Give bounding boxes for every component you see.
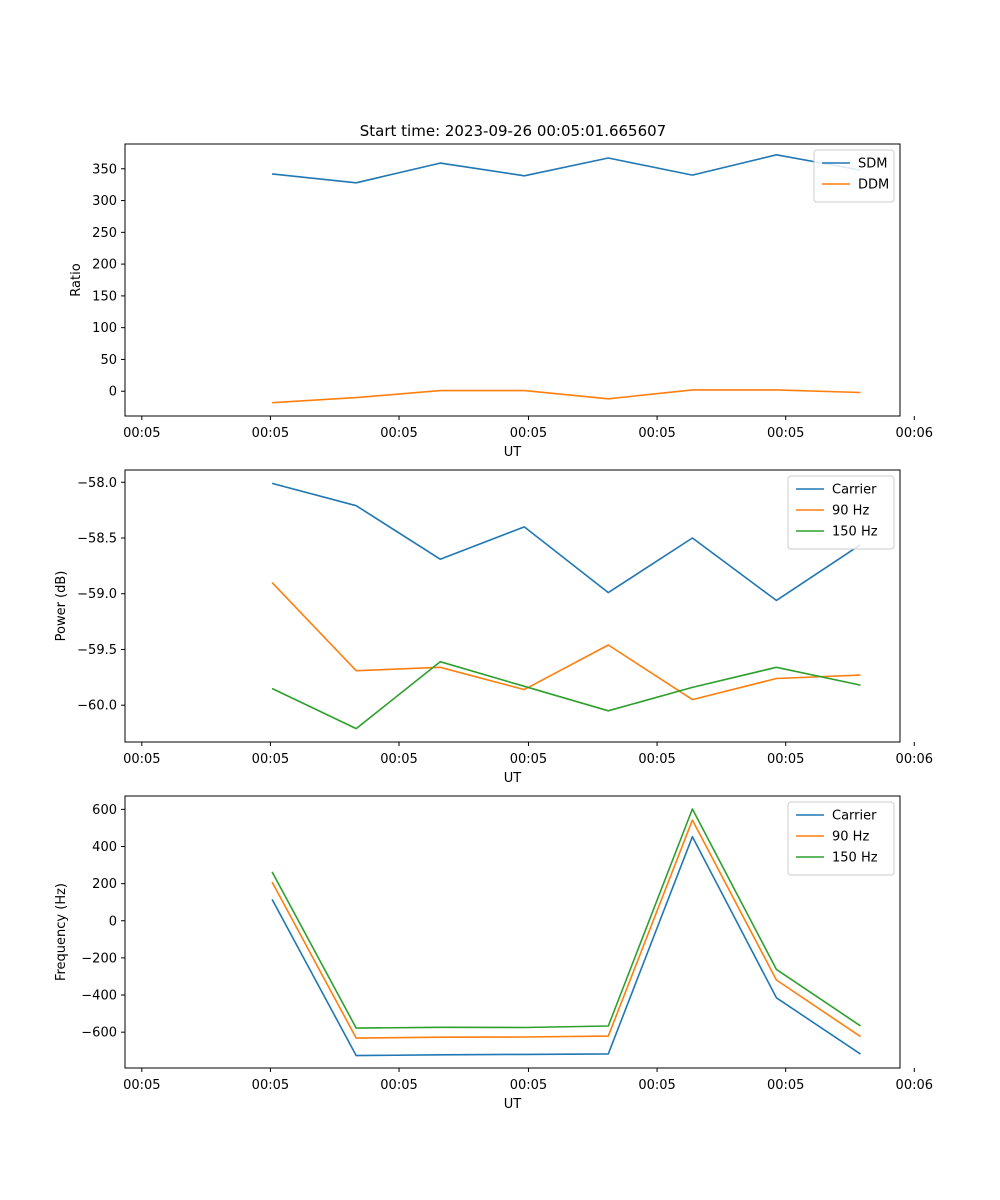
y-tick-label: −400 — [81, 989, 117, 1004]
y-axis-label: Power (dB) — [54, 571, 69, 642]
x-tick-label: 00:05 — [123, 752, 160, 767]
x-axis-label: UT — [504, 771, 522, 786]
legend: Carrier 90 Hz 150 Hz — [787, 801, 895, 876]
y-tick-label: 100 — [92, 321, 117, 336]
y-axis-label: Frequency (Hz) — [54, 883, 69, 981]
plots-container: 00:05 00:05 00:05 00:05 00:05 00:05 00:06 0 50 10… — [54, 143, 933, 1112]
legend-label: 90 Hz — [832, 830, 869, 845]
y-tick-label: −58.0 — [77, 476, 117, 491]
series-line-carrier — [271, 835, 861, 1057]
plot-3: 00:05 00:05 00:05 00:05 00:05 00:05 00:06 −600 −… — [54, 795, 933, 1112]
y-tick-label: −59.0 — [77, 587, 117, 602]
x-tick-label: 00:05 — [380, 752, 417, 767]
plot-2: 00:05 00:05 00:05 00:05 00:05 00:05 00:06 −60.0… — [54, 469, 933, 786]
y-tick-label: 50 — [100, 353, 117, 368]
x-axis-label: UT — [504, 1097, 522, 1112]
x-tick-label: 00:05 — [638, 752, 675, 767]
y-axis-label: Ratio — [69, 263, 84, 296]
x-tick-label: 00:05 — [767, 426, 804, 441]
y-tick-label: −200 — [81, 951, 117, 966]
series-line-90-hz — [271, 582, 861, 701]
series-line-sdm — [272, 154, 861, 184]
x-axis-label: UT — [504, 445, 522, 460]
x-tick-label: 00:05 — [510, 426, 547, 441]
x-tick-label: 00:05 — [380, 426, 417, 441]
series-line-90-hz — [271, 819, 861, 1039]
series-line-150-hz — [271, 808, 861, 1029]
x-tick-label: 00:05 — [252, 752, 289, 767]
x-tick-label: 00:05 — [123, 1078, 160, 1093]
y-tick-label: −58.5 — [77, 532, 117, 547]
legend: SDM DDM — [813, 149, 895, 203]
x-tick-label: 00:05 — [123, 426, 160, 441]
x-tick-label: 00:05 — [638, 1078, 675, 1093]
y-tick-label: 0 — [109, 914, 117, 929]
axes-frame — [124, 795, 901, 1069]
legend-label: 150 Hz — [832, 851, 878, 866]
x-tick-label: 00:05 — [767, 752, 804, 767]
x-tick-label: 00:06 — [896, 1078, 933, 1093]
legend: Carrier 90 Hz 150 Hz — [787, 475, 895, 550]
y-tick-label: −600 — [81, 1026, 117, 1041]
legend-label: SDM — [858, 157, 887, 172]
y-tick-label: −59.5 — [77, 643, 117, 658]
y-tick-label: 200 — [92, 877, 117, 892]
y-tick-label: 0 — [109, 385, 117, 400]
x-tick-label: 00:06 — [896, 426, 933, 441]
y-tick-label: 200 — [92, 258, 117, 273]
axes-frame — [124, 143, 901, 417]
x-tick-label: 00:05 — [252, 426, 289, 441]
axes-frame — [124, 469, 901, 743]
y-tick-label: −60.0 — [77, 699, 117, 714]
y-tick-label: 250 — [92, 226, 117, 241]
figure-title: Start time: 2023-09-26 00:05:01.665607 — [360, 122, 666, 140]
y-tick-label: 350 — [92, 162, 117, 177]
series-line-carrier — [271, 482, 861, 602]
series-line-ddm — [272, 389, 861, 404]
x-tick-label: 00:06 — [896, 752, 933, 767]
x-tick-label: 00:05 — [252, 1078, 289, 1093]
legend-label: DDM — [858, 178, 889, 193]
y-tick-label: 150 — [92, 289, 117, 304]
legend-label: 90 Hz — [832, 504, 869, 519]
y-tick-label: 600 — [92, 803, 117, 818]
x-tick-label: 00:05 — [510, 1078, 547, 1093]
x-tick-label: 00:05 — [767, 1078, 804, 1093]
y-tick-label: 400 — [92, 840, 117, 855]
x-tick-label: 00:05 — [510, 752, 547, 767]
plot-1: 00:05 00:05 00:05 00:05 00:05 00:05 00:06 0 50 10… — [69, 143, 933, 460]
series-line-150-hz — [271, 660, 861, 730]
y-tick-label: 300 — [92, 194, 117, 209]
x-tick-label: 00:05 — [380, 1078, 417, 1093]
x-tick-label: 00:05 — [638, 426, 675, 441]
legend-label: Carrier — [832, 483, 877, 498]
legend-label: 150 Hz — [832, 525, 878, 540]
legend-label: Carrier — [832, 809, 877, 824]
